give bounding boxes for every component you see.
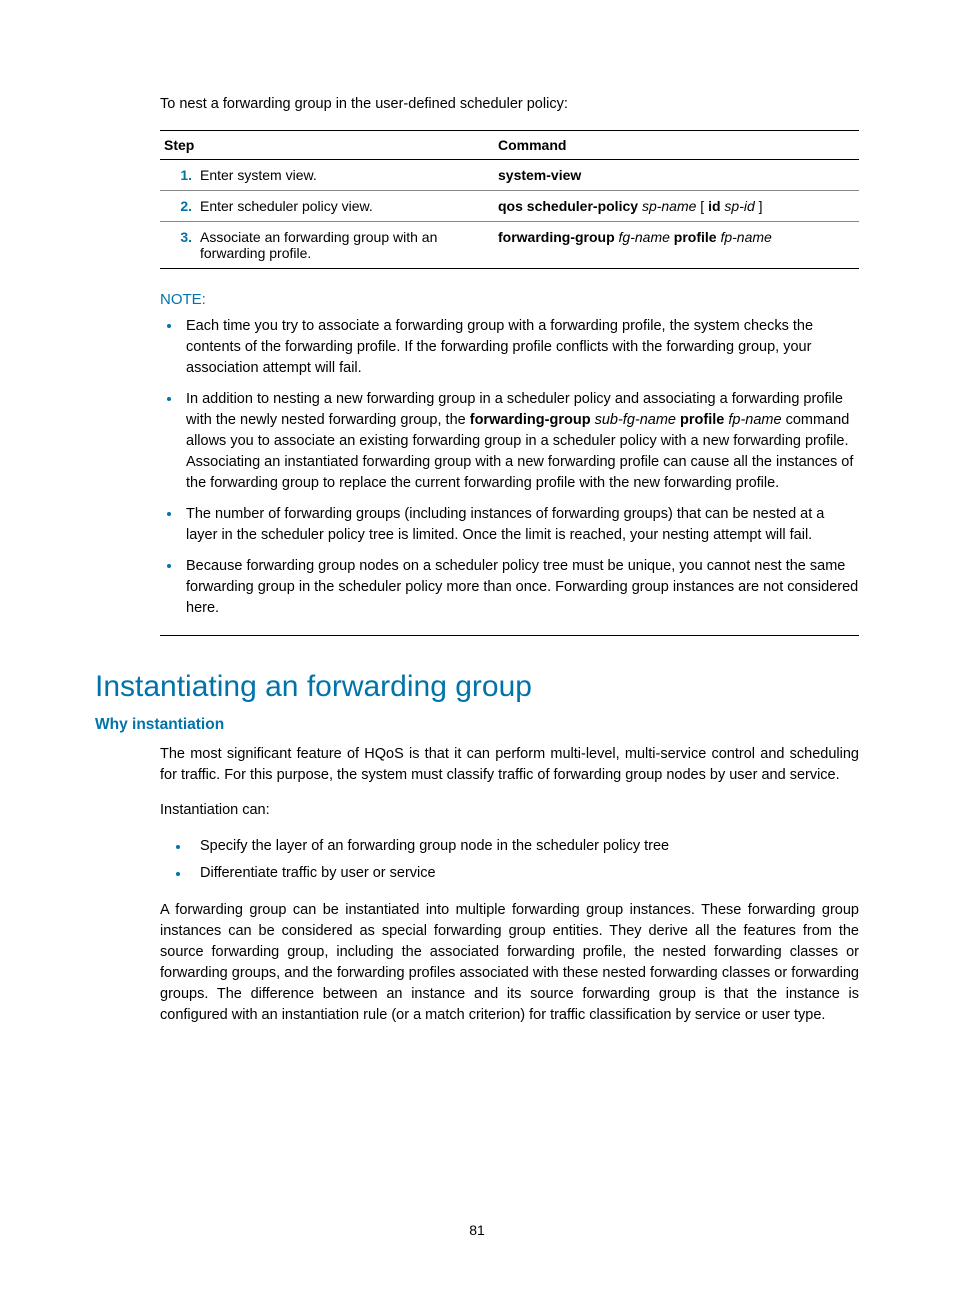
step-command: forwarding-group fg-name profile fp-name bbox=[494, 222, 859, 269]
steps-table: Step Command 1.Enter system view.system-… bbox=[160, 130, 859, 269]
paragraph-1: The most significant feature of HQoS is … bbox=[160, 744, 859, 786]
note-block: NOTE: Each time you try to associate a f… bbox=[160, 291, 859, 636]
page-number: 81 bbox=[0, 1222, 954, 1238]
list-item: Differentiate traffic by user or service bbox=[190, 862, 859, 885]
table-row: 1.Enter system view.system-view bbox=[160, 160, 859, 191]
subsection-title: Why instantiation bbox=[95, 716, 859, 734]
section-title: Instantiating an forwarding group bbox=[95, 670, 859, 704]
table-row: 2.Enter scheduler policy view.qos schedu… bbox=[160, 191, 859, 222]
step-text: Enter system view. bbox=[196, 160, 494, 191]
intro-text: To nest a forwarding group in the user-d… bbox=[160, 96, 859, 112]
step-number: 3. bbox=[160, 222, 196, 269]
paragraph-2: Instantiation can: bbox=[160, 800, 859, 821]
note-label: NOTE: bbox=[160, 291, 859, 308]
note-item: In addition to nesting a new forwarding … bbox=[182, 389, 859, 494]
step-text: Enter scheduler policy view. bbox=[196, 191, 494, 222]
step-number: 2. bbox=[160, 191, 196, 222]
list-item: Specify the layer of an forwarding group… bbox=[190, 835, 859, 858]
instantiation-list: Specify the layer of an forwarding group… bbox=[190, 835, 859, 885]
step-number: 1. bbox=[160, 160, 196, 191]
note-item: The number of forwarding groups (includi… bbox=[182, 504, 859, 546]
table-row: 3.Associate an forwarding group with an … bbox=[160, 222, 859, 269]
step-text: Associate an forwarding group with an fo… bbox=[196, 222, 494, 269]
note-item: Because forwarding group nodes on a sche… bbox=[182, 556, 859, 619]
step-command: qos scheduler-policy sp-name [ id sp-id … bbox=[494, 191, 859, 222]
steps-tbody: 1.Enter system view.system-view2.Enter s… bbox=[160, 160, 859, 269]
page: To nest a forwarding group in the user-d… bbox=[0, 0, 954, 1296]
th-command: Command bbox=[494, 131, 859, 160]
note-list: Each time you try to associate a forward… bbox=[182, 316, 859, 619]
step-command: system-view bbox=[494, 160, 859, 191]
note-item: Each time you try to associate a forward… bbox=[182, 316, 859, 379]
paragraph-3: A forwarding group can be instantiated i… bbox=[160, 900, 859, 1026]
th-step: Step bbox=[160, 131, 494, 160]
